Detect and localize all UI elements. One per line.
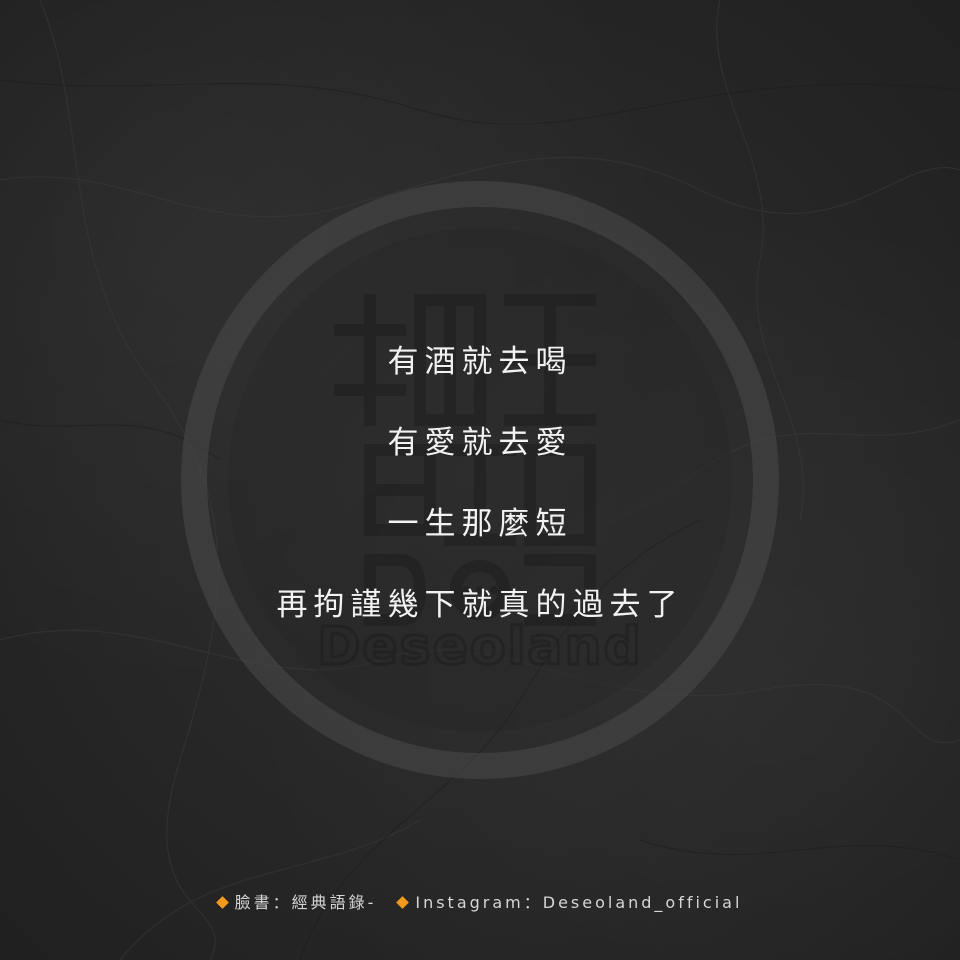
- quote-line-4: 再拘謹幾下就真的過去了: [276, 587, 684, 623]
- quote-line-1: 有酒就去喝: [387, 344, 573, 380]
- orange-diamond-icon: [215, 896, 229, 909]
- instagram-credit: Instagram：Deseoland_official: [415, 893, 743, 912]
- facebook-credit: 臉書：經典語錄-: [234, 893, 377, 912]
- svg-text:Deseoland: Deseoland: [317, 617, 643, 677]
- footer-credits: 臉書：經典語錄- Instagram：Deseoland_official: [0, 891, 960, 915]
- quote-line-3: 一生那麼短: [387, 506, 573, 542]
- quote-line-2: 有愛就去愛: [387, 425, 573, 461]
- orange-diamond-icon: [396, 896, 410, 909]
